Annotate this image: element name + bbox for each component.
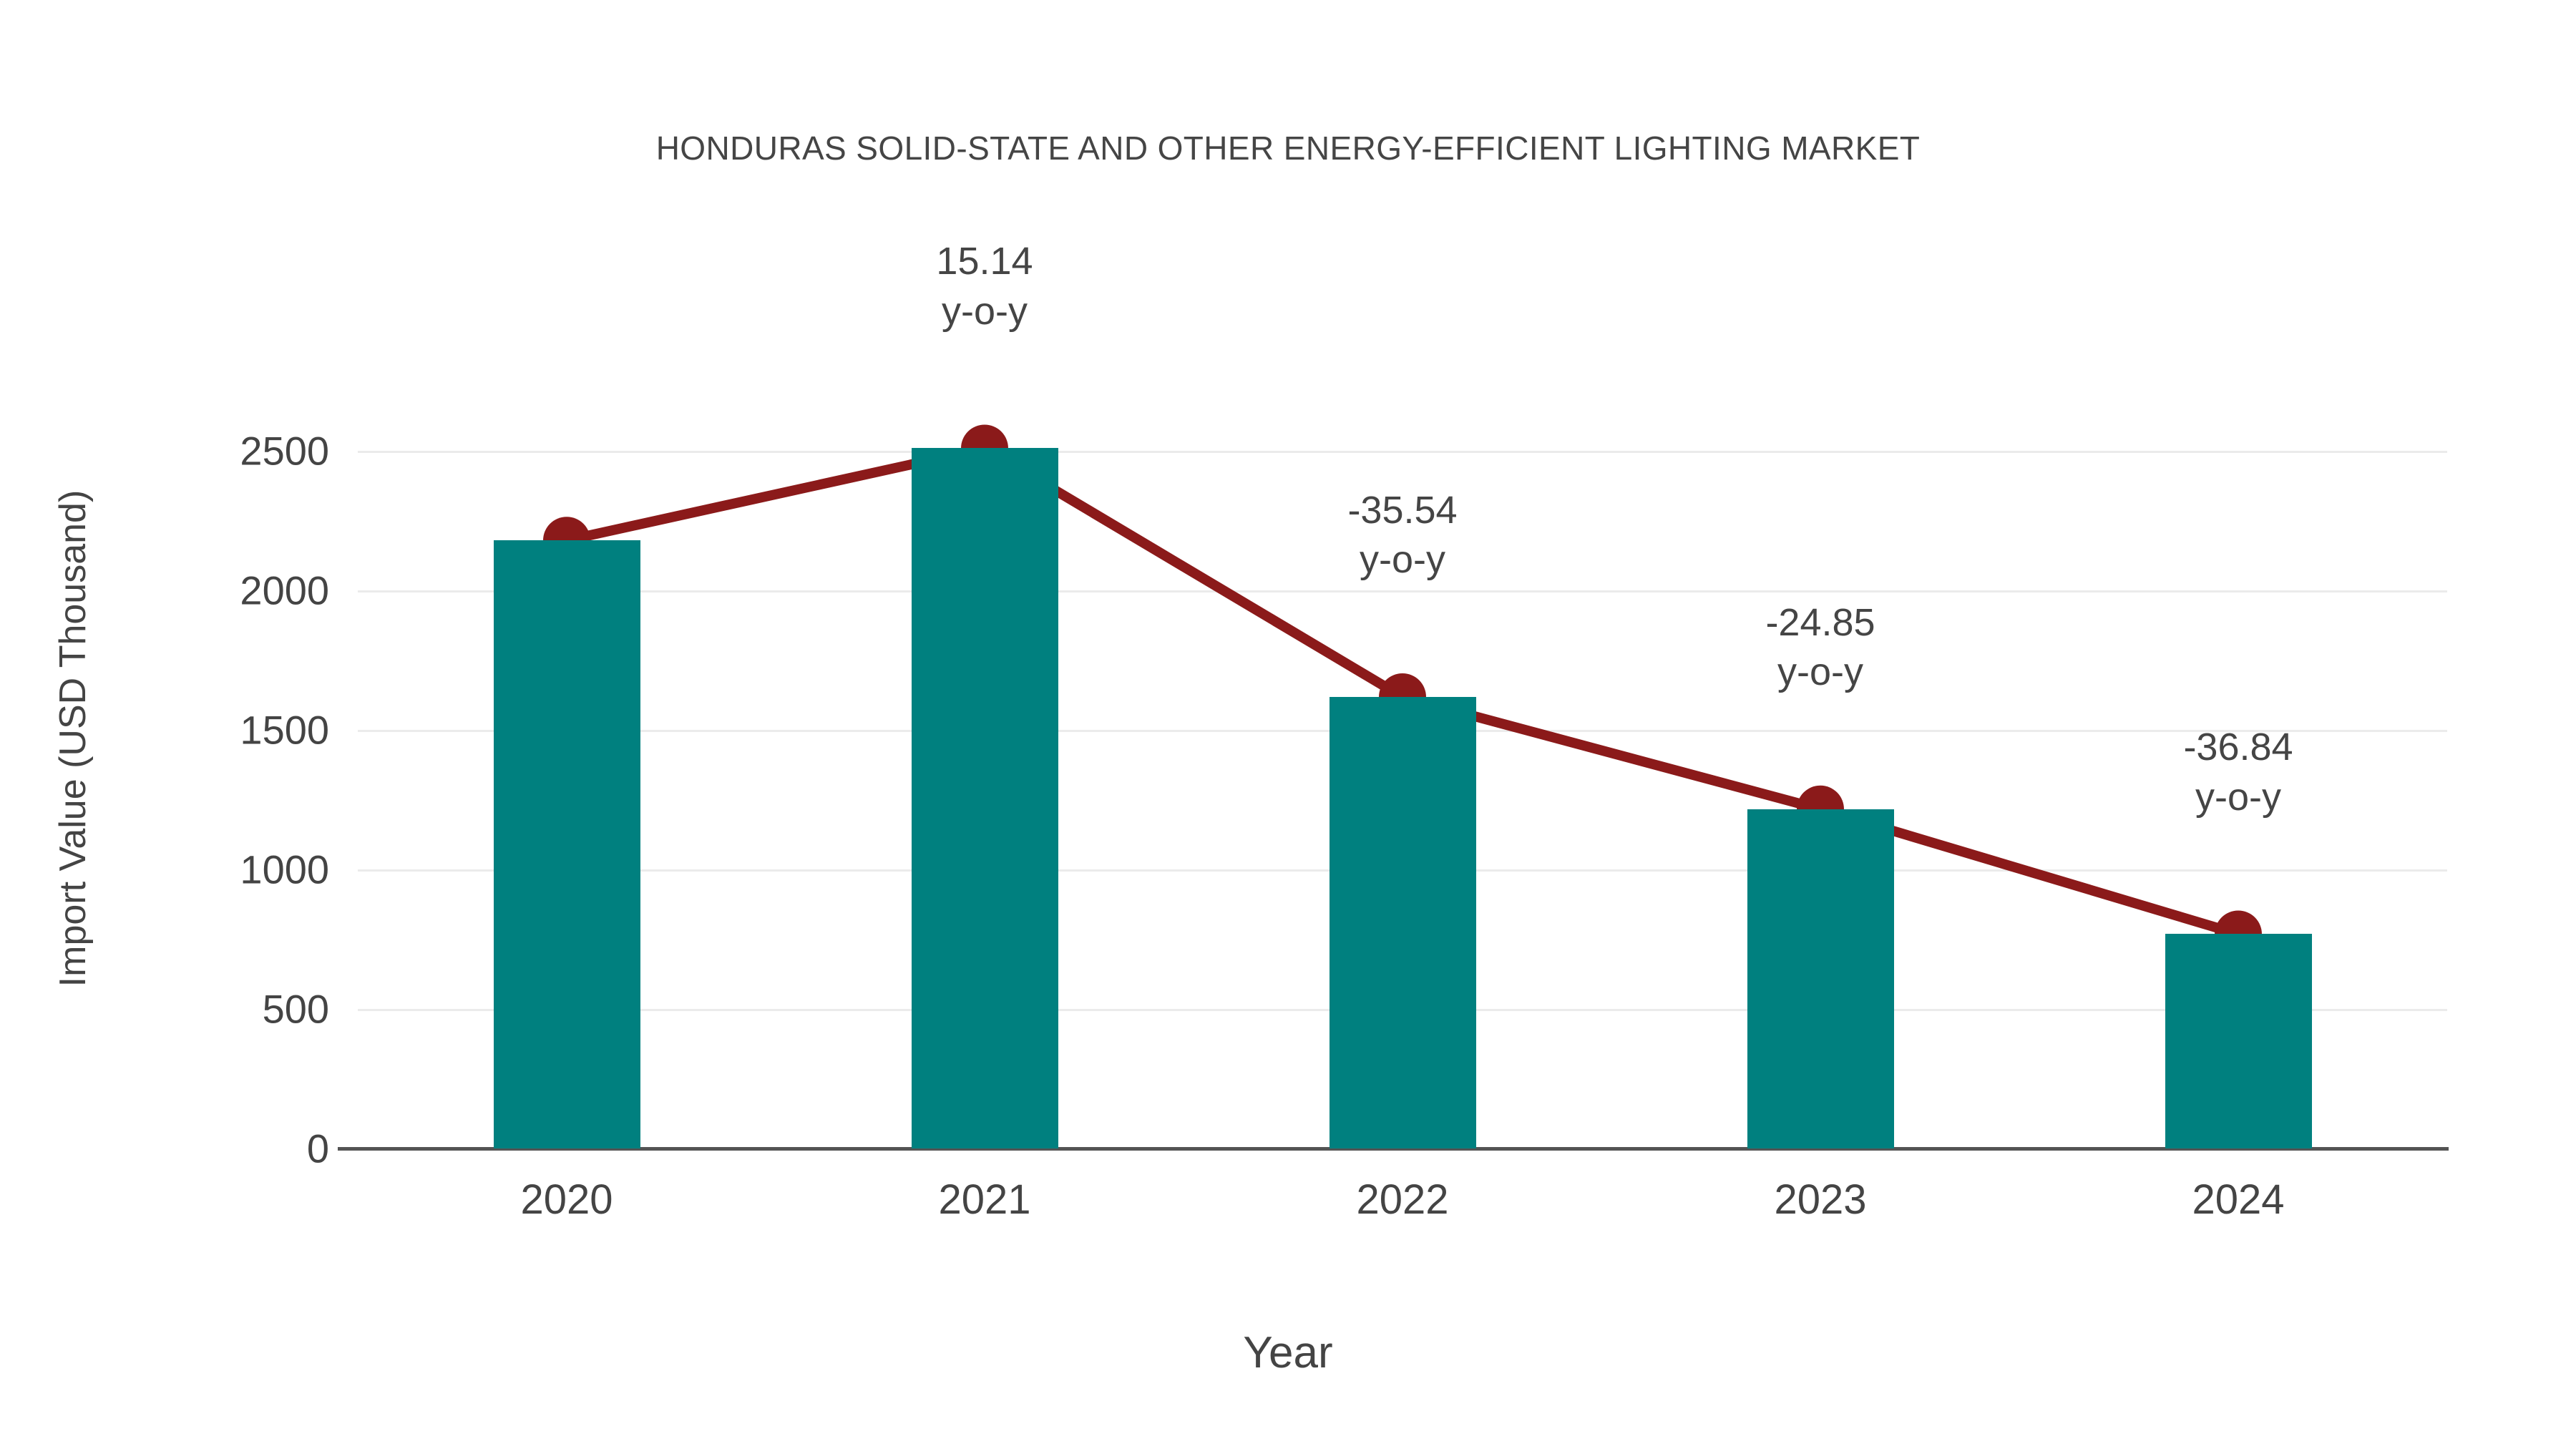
annotation-unit: y-o-y <box>2195 775 2281 819</box>
y-tick-label: 500 <box>262 986 329 1032</box>
point-annotation-2022: -35.54 y-o-y <box>1216 486 1589 585</box>
annotation-value: -24.85 <box>1765 600 1875 644</box>
chart-title: HONDURAS SOLID-STATE AND OTHER ENERGY-EF… <box>655 130 1921 167</box>
annotation-unit: y-o-y <box>1777 650 1863 693</box>
y-tick-label: 2000 <box>240 567 329 613</box>
point-annotation-2024: -36.84 y-o-y <box>2052 723 2424 821</box>
y-tick-label: 1500 <box>240 707 329 753</box>
y-tick-label: 2500 <box>240 428 329 474</box>
annotation-value: 15.14 <box>936 240 1033 283</box>
bar-2023[interactable] <box>1747 809 1894 1148</box>
bar-2024[interactable] <box>2165 934 2312 1148</box>
annotation-unit: y-o-y <box>942 289 1028 333</box>
x-axis-line <box>338 1147 2449 1151</box>
x-tick-label-2022: 2022 <box>1356 1176 1449 1223</box>
bar-2020[interactable] <box>493 540 640 1148</box>
bar-2022[interactable] <box>1329 696 1476 1148</box>
x-tick-label-2020: 2020 <box>520 1176 613 1223</box>
y-tick-label: 1000 <box>240 847 329 892</box>
y-axis-title: Import Value (USD Thousand) <box>52 489 94 987</box>
x-tick-label-2023: 2023 <box>1774 1176 1867 1223</box>
annotation-unit: y-o-y <box>1360 538 1445 582</box>
annotation-value: -35.54 <box>1347 488 1458 532</box>
y-tick-label: 0 <box>306 1126 329 1171</box>
x-axis-title: Year <box>1243 1328 1333 1377</box>
point-annotation-2023: -24.85 y-o-y <box>1634 598 2006 697</box>
bar-2021[interactable] <box>911 448 1058 1148</box>
gridline <box>358 451 2447 453</box>
annotation-value: -36.84 <box>2183 726 2293 769</box>
point-annotation-2021: 15.14 y-o-y <box>799 237 1171 336</box>
x-tick-label-2021: 2021 <box>938 1176 1031 1223</box>
gridline <box>358 590 2447 592</box>
x-tick-label-2024: 2024 <box>2192 1176 2285 1223</box>
